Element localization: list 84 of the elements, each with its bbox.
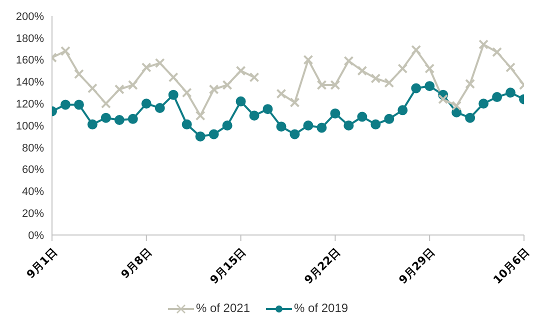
point bbox=[316, 122, 327, 133]
y-tick-label: 0% bbox=[28, 230, 44, 242]
point bbox=[141, 62, 152, 72]
legend-label: % of 2019 bbox=[293, 301, 348, 315]
point bbox=[100, 112, 111, 123]
point bbox=[195, 131, 206, 142]
point bbox=[303, 54, 314, 65]
point bbox=[114, 84, 124, 94]
point bbox=[506, 62, 516, 72]
legend-label: % of 2021 bbox=[194, 301, 250, 315]
point bbox=[128, 114, 138, 124]
point bbox=[154, 58, 165, 68]
x-tick-label: 9月15日 bbox=[208, 246, 249, 287]
point bbox=[141, 98, 152, 109]
x-tick-label: 9月8日 bbox=[118, 246, 154, 282]
point bbox=[276, 122, 286, 132]
point bbox=[370, 119, 381, 130]
y-tick-label: 100% bbox=[16, 120, 44, 132]
point bbox=[465, 78, 476, 89]
point bbox=[182, 88, 192, 98]
point bbox=[370, 73, 381, 84]
point bbox=[128, 80, 138, 90]
x-tick-label: 10月6日 bbox=[490, 246, 532, 287]
point bbox=[344, 120, 354, 130]
point bbox=[330, 80, 340, 90]
y-tick-label: 120% bbox=[16, 98, 44, 111]
point bbox=[100, 98, 111, 109]
point bbox=[87, 119, 98, 130]
y-tick-label: 160% bbox=[16, 54, 44, 67]
point bbox=[438, 94, 448, 104]
x-tick-label: 9月1日 bbox=[24, 246, 60, 282]
point bbox=[154, 102, 165, 113]
point bbox=[478, 39, 489, 50]
y-tick-label: 140% bbox=[16, 76, 44, 89]
point bbox=[452, 100, 462, 111]
point bbox=[384, 78, 394, 88]
y-tick-label: 80% bbox=[22, 142, 44, 154]
point bbox=[222, 120, 232, 130]
point bbox=[182, 119, 192, 130]
y-tick-label: 60% bbox=[22, 164, 44, 176]
point bbox=[411, 44, 422, 55]
y-tick-label: 40% bbox=[22, 186, 44, 198]
point bbox=[290, 129, 300, 140]
point bbox=[74, 69, 84, 80]
point bbox=[357, 112, 368, 122]
point bbox=[398, 64, 408, 74]
point bbox=[262, 104, 273, 114]
x-tick-label: 9月22日 bbox=[302, 246, 343, 287]
point bbox=[276, 88, 286, 99]
point bbox=[60, 100, 70, 110]
point bbox=[398, 105, 408, 116]
point bbox=[465, 112, 476, 123]
point bbox=[222, 80, 232, 90]
point bbox=[424, 64, 435, 74]
y-tick-label: 200% bbox=[16, 10, 44, 23]
point bbox=[384, 114, 394, 124]
point bbox=[492, 47, 502, 58]
point bbox=[344, 56, 354, 66]
point bbox=[208, 129, 219, 140]
point bbox=[316, 80, 327, 90]
point bbox=[168, 90, 178, 100]
point bbox=[74, 100, 84, 110]
point bbox=[290, 98, 300, 108]
y-tick-label: 180% bbox=[16, 32, 44, 45]
point bbox=[303, 120, 314, 130]
point bbox=[357, 66, 368, 76]
point bbox=[236, 96, 246, 106]
point bbox=[208, 84, 219, 94]
y-tick-label: 20% bbox=[22, 208, 44, 220]
point bbox=[330, 108, 340, 118]
point bbox=[424, 81, 435, 92]
point bbox=[87, 83, 98, 94]
point bbox=[168, 72, 178, 82]
point bbox=[236, 66, 246, 76]
point bbox=[249, 110, 260, 121]
point bbox=[411, 83, 422, 94]
point bbox=[60, 46, 70, 56]
point bbox=[478, 98, 489, 109]
point bbox=[506, 88, 516, 98]
point bbox=[249, 72, 260, 82]
point bbox=[492, 92, 502, 102]
point bbox=[195, 110, 206, 121]
x-tick-label: 9月29日 bbox=[396, 246, 438, 287]
point bbox=[114, 115, 124, 126]
